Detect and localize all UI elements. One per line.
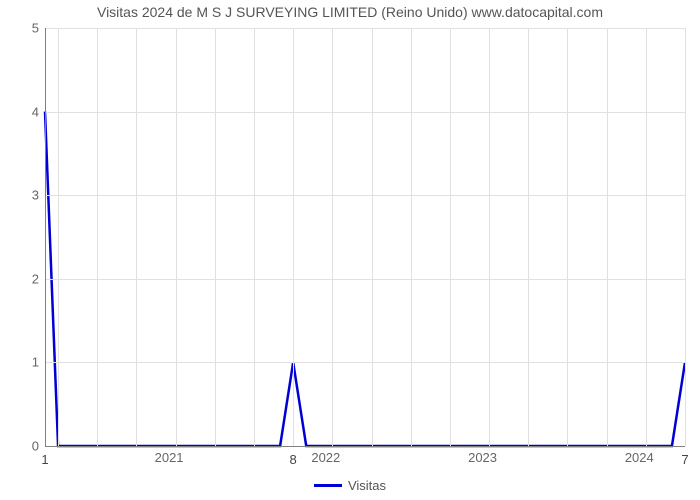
y-axis-line [45,28,46,446]
y-tick-label: 3 [32,188,45,203]
gridline-vertical [411,28,412,446]
chart-title: Visitas 2024 de M S J SURVEYING LIMITED … [0,4,700,20]
gridline-vertical [332,28,333,446]
gridline-vertical [685,28,686,446]
gridline-vertical [136,28,137,446]
gridline-vertical [646,28,647,446]
gridline-horizontal [45,362,685,363]
legend-swatch [314,484,342,487]
y-tick-label: 1 [32,355,45,370]
data-point-label: 8 [290,452,297,467]
gridline-vertical [293,28,294,446]
gridline-vertical [450,28,451,446]
gridline-vertical [567,28,568,446]
gridline-vertical [528,28,529,446]
gridline-vertical [58,28,59,446]
gridline-vertical [489,28,490,446]
data-line [45,28,685,446]
x-tick-label: 2023 [468,446,497,465]
legend-label: Visitas [348,478,386,493]
gridline-vertical [607,28,608,446]
gridline-vertical [372,28,373,446]
legend: Visitas [0,478,700,493]
y-tick-label: 2 [32,271,45,286]
gridline-vertical [176,28,177,446]
gridline-horizontal [45,28,685,29]
gridline-vertical [97,28,98,446]
chart-container: Visitas 2024 de M S J SURVEYING LIMITED … [0,0,700,500]
x-tick-label: 2022 [311,446,340,465]
gridline-horizontal [45,112,685,113]
y-tick-label: 5 [32,21,45,36]
gridline-horizontal [45,279,685,280]
data-point-label: 7 [681,452,688,467]
plot-area: 0123452021202220232024187 [45,28,685,446]
data-point-label: 1 [41,452,48,467]
gridline-vertical [215,28,216,446]
gridline-vertical [254,28,255,446]
y-tick-label: 4 [32,104,45,119]
x-tick-label: 2024 [625,446,654,465]
gridline-horizontal [45,195,685,196]
x-tick-label: 2021 [155,446,184,465]
x-axis-line [45,446,685,447]
